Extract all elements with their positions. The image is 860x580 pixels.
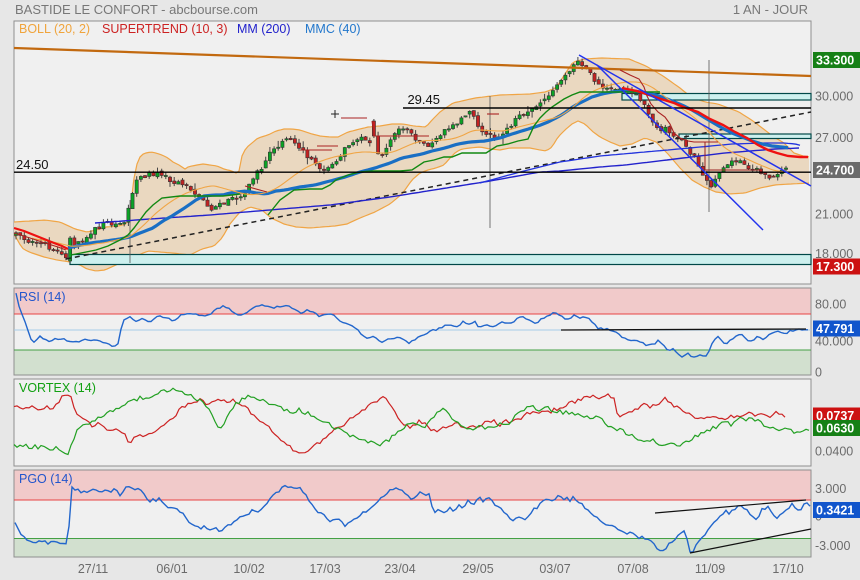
- svg-text:PGO (14): PGO (14): [19, 472, 73, 486]
- svg-text:-3.000: -3.000: [815, 539, 850, 553]
- svg-text:1 AN - JOUR: 1 AN - JOUR: [733, 2, 808, 17]
- svg-text:0.3421: 0.3421: [816, 504, 854, 518]
- svg-text:27/11: 27/11: [78, 562, 108, 576]
- svg-text:10/02: 10/02: [233, 562, 264, 576]
- svg-text:18.000: 18.000: [815, 247, 853, 261]
- svg-text:29/05: 29/05: [462, 562, 493, 576]
- svg-text:17.300: 17.300: [816, 260, 854, 274]
- svg-text:24.50: 24.50: [16, 157, 49, 172]
- svg-text:0.0400: 0.0400: [815, 445, 853, 459]
- svg-text:SUPERTREND (10, 3): SUPERTREND (10, 3): [102, 22, 228, 36]
- svg-text:17/10: 17/10: [772, 562, 803, 576]
- svg-text:23/04: 23/04: [384, 562, 415, 576]
- svg-text:RSI (14): RSI (14): [19, 290, 66, 304]
- svg-text:47.791: 47.791: [816, 322, 854, 336]
- svg-text:MM (200): MM (200): [237, 22, 290, 36]
- svg-text:30.000: 30.000: [815, 90, 853, 104]
- svg-text:24.700: 24.700: [816, 164, 854, 178]
- svg-text:0.0630: 0.0630: [816, 422, 854, 436]
- svg-text:17/03: 17/03: [309, 562, 340, 576]
- svg-text:80.00: 80.00: [815, 298, 846, 312]
- svg-text:29.45: 29.45: [407, 92, 440, 107]
- svg-text:3.000: 3.000: [815, 482, 846, 496]
- svg-text:03/07: 03/07: [539, 562, 570, 576]
- svg-text:0: 0: [815, 366, 822, 380]
- svg-text:VORTEX (14): VORTEX (14): [19, 381, 96, 395]
- svg-text:BASTIDE LE CONFORT - abcbourse: BASTIDE LE CONFORT - abcbourse.com: [15, 2, 258, 17]
- svg-text:MMC (40): MMC (40): [305, 22, 361, 36]
- svg-text:21.000: 21.000: [815, 208, 853, 222]
- svg-text:BOLL (20, 2): BOLL (20, 2): [19, 22, 90, 36]
- svg-text:40.000: 40.000: [815, 335, 853, 349]
- svg-text:33.300: 33.300: [816, 54, 854, 68]
- svg-text:0.0737: 0.0737: [816, 409, 854, 423]
- svg-text:07/08: 07/08: [617, 562, 648, 576]
- svg-text:27.000: 27.000: [815, 131, 853, 145]
- svg-text:06/01: 06/01: [156, 562, 187, 576]
- svg-text:11/09: 11/09: [695, 562, 725, 576]
